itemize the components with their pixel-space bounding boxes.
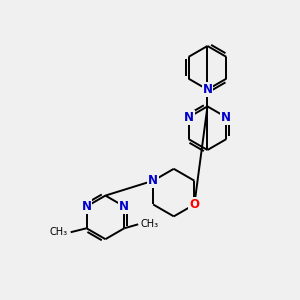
Text: N: N [221,111,231,124]
Text: N: N [202,83,212,96]
Text: O: O [189,198,200,211]
Text: N: N [82,200,92,213]
Text: CH₃: CH₃ [140,219,158,229]
Text: N: N [184,111,194,124]
Text: N: N [148,174,158,187]
Text: N: N [119,200,129,213]
Text: CH₃: CH₃ [50,227,68,237]
